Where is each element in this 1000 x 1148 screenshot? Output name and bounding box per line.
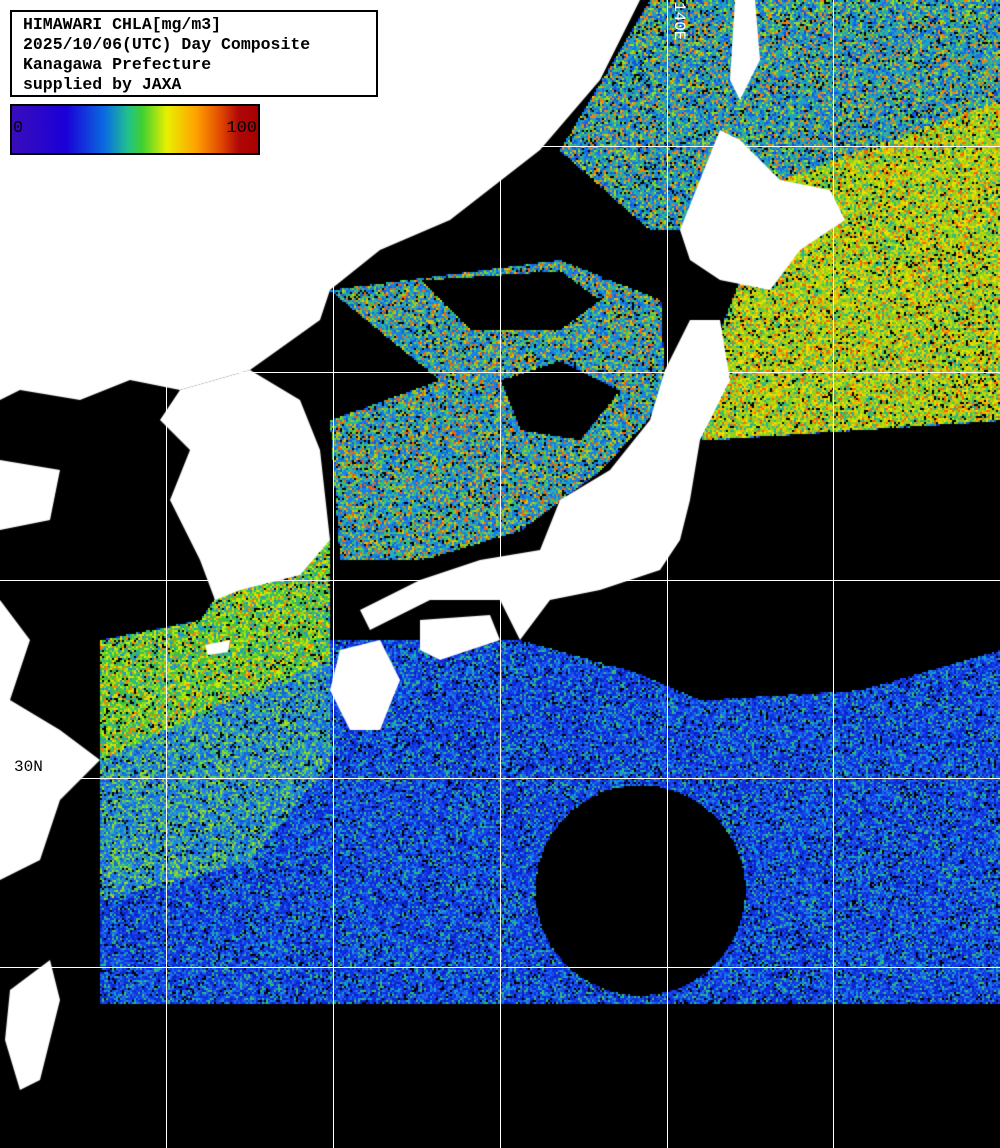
lon-label-140e: 140E [670,2,688,41]
lat-label-30n: 30N [14,758,43,776]
title-date: 2025/10/06(UTC) Day Composite [23,35,311,54]
title-product: HIMAWARI CHLA[mg/m3] [23,15,222,34]
title-box: HIMAWARI CHLA[mg/m3] 2025/10/06(UTC) Day… [10,10,378,97]
title-region: Kanagawa Prefecture [23,55,212,74]
title-credit: supplied by JAXA [23,75,182,94]
colorbar-min-label: 0 [13,119,24,138]
lat-label-40n: 40N [14,352,43,370]
colorbar-legend: 0 100 [10,104,260,155]
colorbar-max-label: 100 [226,119,257,138]
